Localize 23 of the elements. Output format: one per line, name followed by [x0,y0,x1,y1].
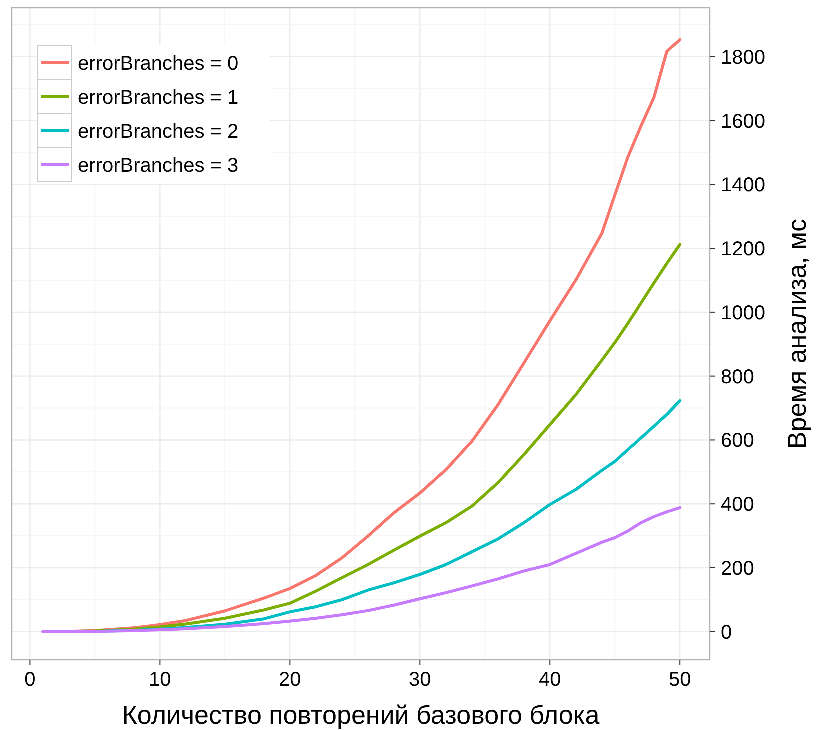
x-tick-label: 50 [668,669,692,691]
legend-label: errorBranches = 2 [78,121,239,143]
y-tick-label: 800 [721,366,754,388]
y-tick-label: 1400 [721,174,766,197]
y-tick-label: 1600 [721,110,766,133]
legend-label: errorBranches = 0 [78,53,239,75]
y-tick-label: 1200 [721,238,766,261]
x-tick-label: 0 [24,669,36,691]
x-tick-label: 20 [279,669,302,691]
y-tick-label: 0 [721,622,732,644]
x-tick-label: 40 [539,669,562,691]
y-tick-label: 600 [721,430,754,452]
line-series [42,506,682,634]
y-tick-label: 400 [721,494,754,516]
legend-label: errorBranches = 3 [78,155,239,177]
y-tick-label: 200 [721,558,754,580]
legend-label: errorBranches = 1 [78,87,239,109]
x-tick-label: 30 [409,669,432,691]
y-tick-label: 1000 [721,302,766,324]
y-tick-label: 1800 [721,46,766,69]
y-axis-title: Время анализа, мс [782,218,812,450]
x-axis-title: Количество повторений базового блока [122,700,600,730]
x-tick-label: 10 [149,669,172,691]
